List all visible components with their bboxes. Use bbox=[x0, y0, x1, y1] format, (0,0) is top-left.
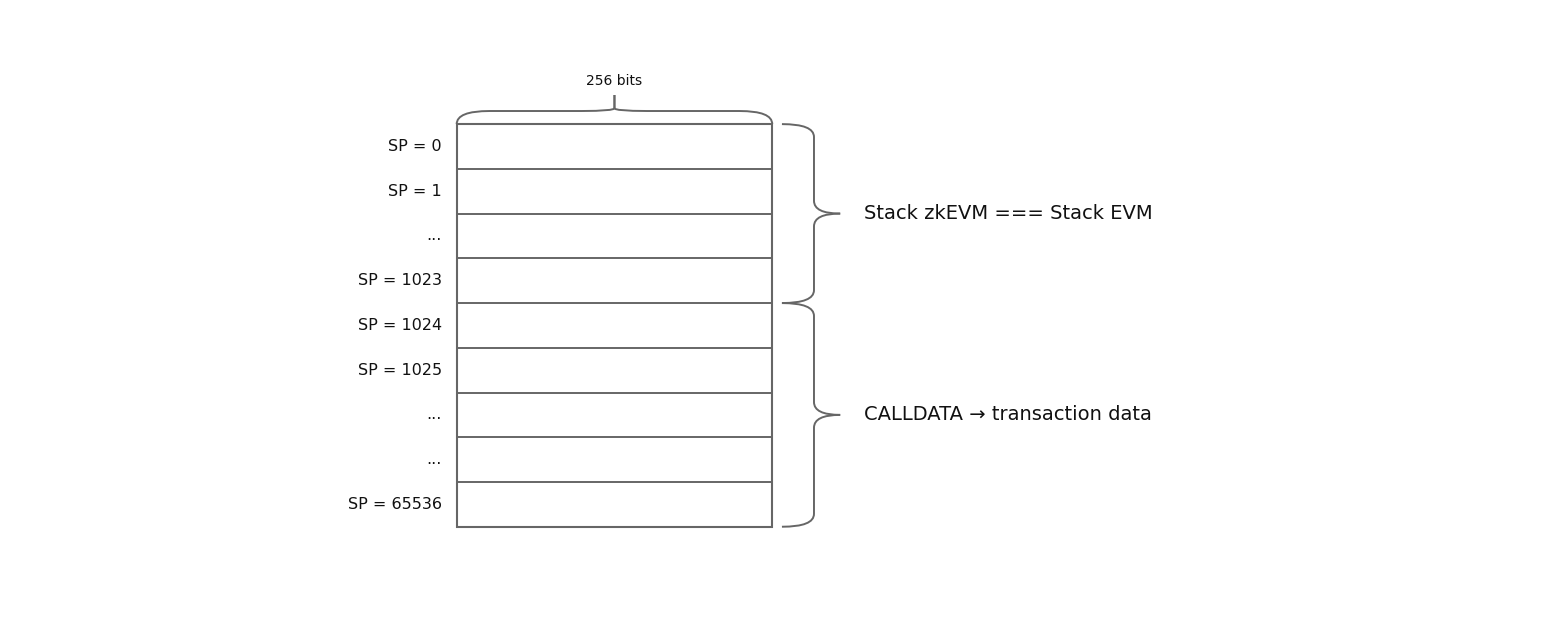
Text: ...: ... bbox=[428, 452, 442, 467]
Text: SP = 1025: SP = 1025 bbox=[359, 363, 442, 377]
Text: SP = 65536: SP = 65536 bbox=[348, 497, 442, 512]
Text: ...: ... bbox=[428, 408, 442, 422]
Text: ...: ... bbox=[428, 229, 442, 243]
Text: Stack zkEVM === Stack EVM: Stack zkEVM === Stack EVM bbox=[864, 204, 1153, 223]
Text: 256 bits: 256 bits bbox=[586, 74, 642, 88]
Text: SP = 1024: SP = 1024 bbox=[359, 318, 442, 333]
Text: CALLDATA → transaction data: CALLDATA → transaction data bbox=[864, 405, 1153, 425]
Text: SP = 1: SP = 1 bbox=[388, 184, 442, 198]
Text: SP = 1023: SP = 1023 bbox=[359, 273, 442, 288]
Bar bbox=[457, 124, 772, 527]
Text: SP = 0: SP = 0 bbox=[388, 139, 442, 154]
